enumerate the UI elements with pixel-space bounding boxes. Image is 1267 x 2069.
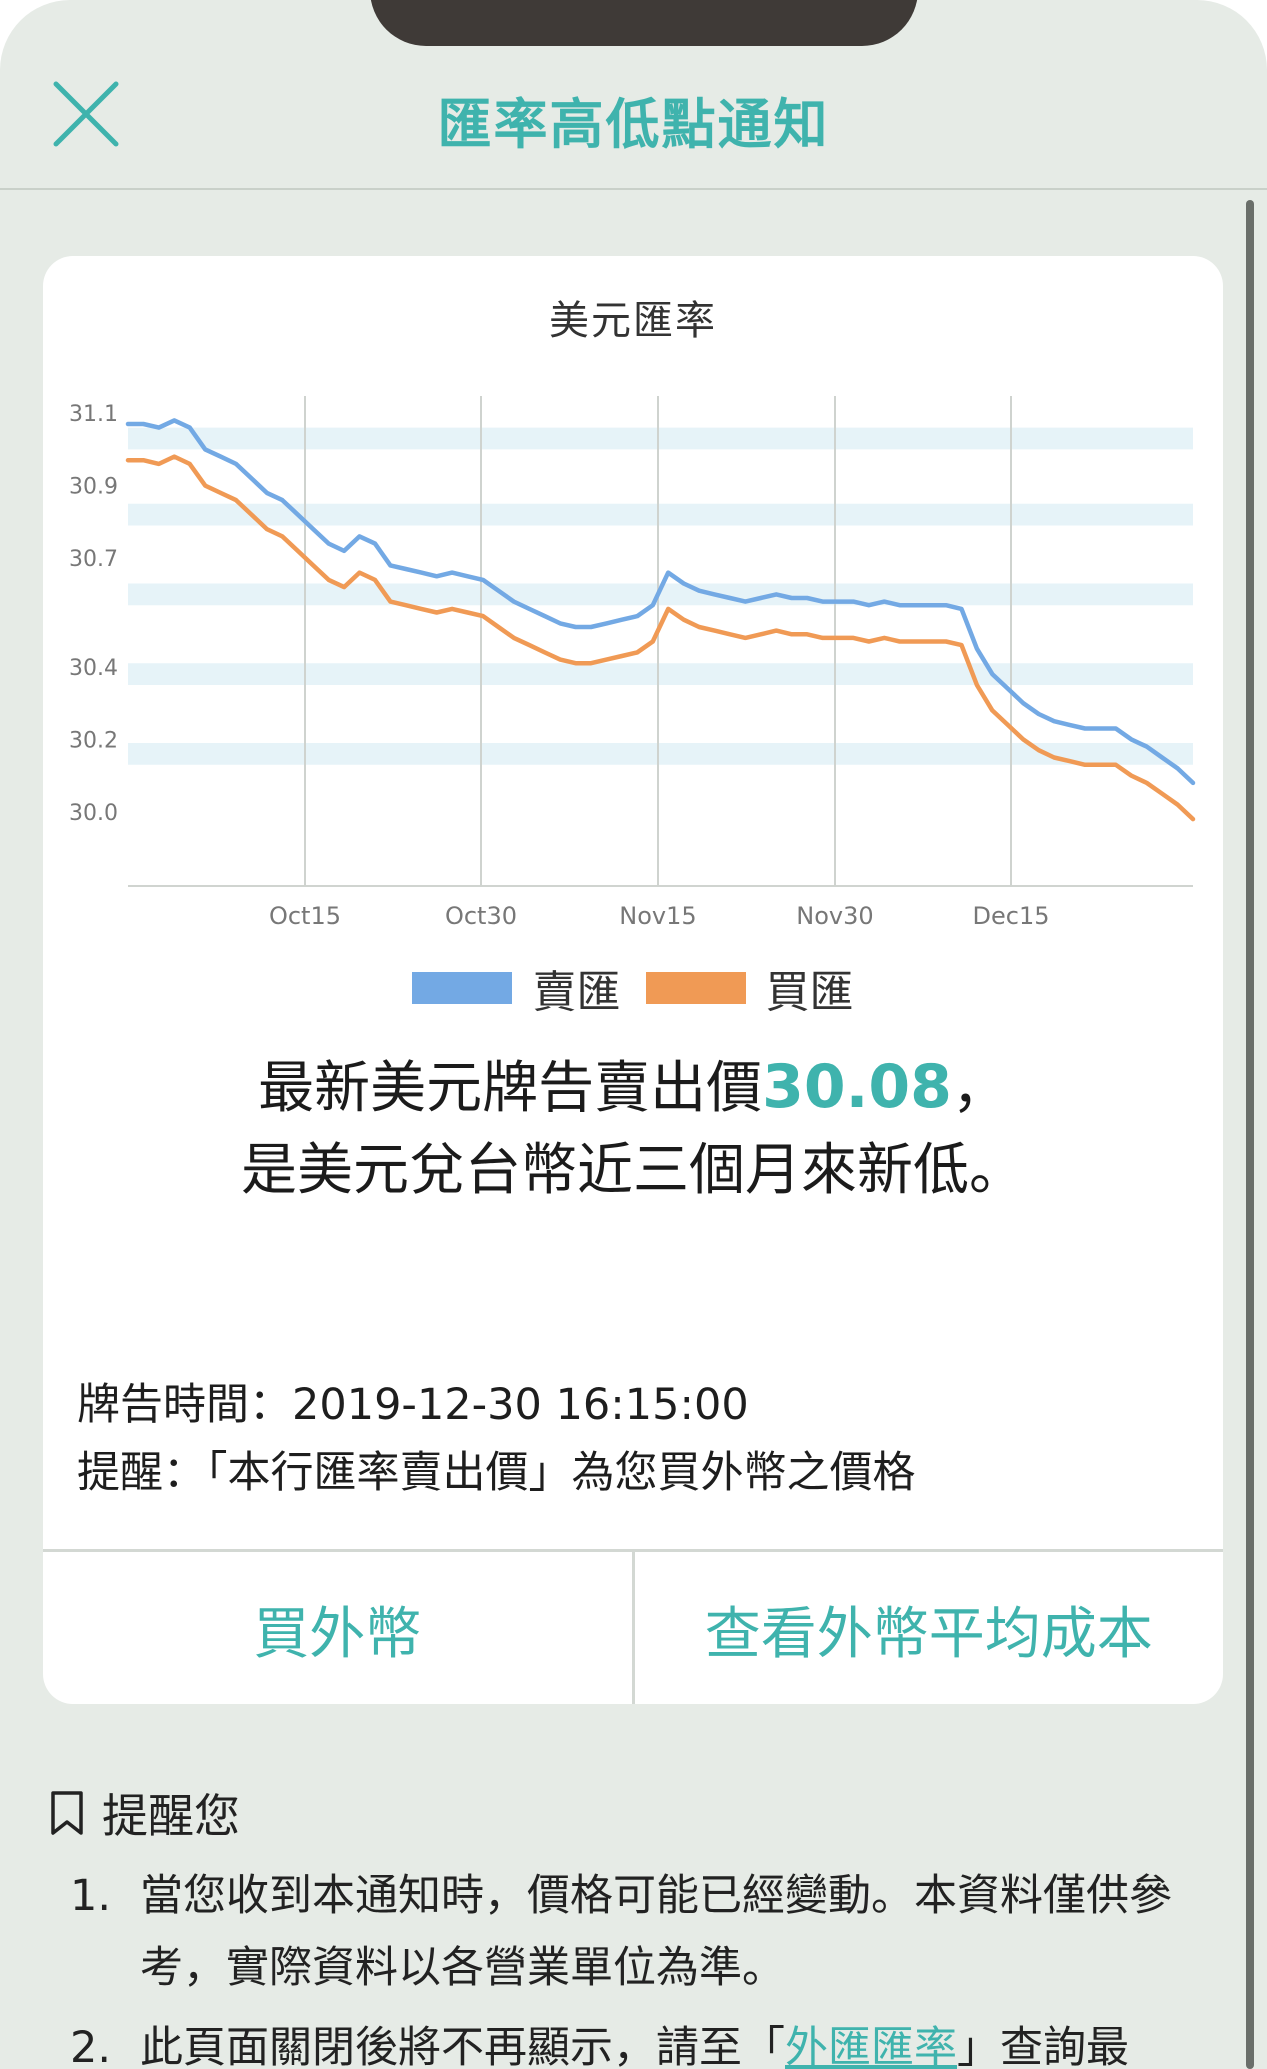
- x-tick-label: Dec15: [973, 902, 1050, 930]
- y-tick-label: 30.4: [69, 656, 118, 681]
- time-value: 2019-12-30 16:15:00: [292, 1380, 749, 1430]
- note-text-after: 」查詢最: [957, 2023, 1129, 2069]
- device-notch: [370, 0, 918, 46]
- note-text: 此頁面關閉後將不再顯示，請至「外匯匯率」查詢最: [140, 2012, 1230, 2069]
- chart-grid-band: [128, 743, 1193, 765]
- close-icon[interactable]: [50, 78, 122, 150]
- x-tick-label: Oct15: [269, 902, 341, 930]
- chart-legend: 賣匯 買匯: [43, 956, 1223, 1018]
- exchange-rate-link[interactable]: 外匯匯率: [785, 2023, 957, 2069]
- y-tick-label: 30.0: [69, 801, 118, 826]
- notes-list: 1. 當您收到本通知時，價格可能已經變動。本資料僅供參考，實際資料以各營業單位為…: [50, 1860, 1230, 2069]
- usd-rate-chart: Oct15 Oct30 Nov15 Nov30 Dec15 31.1 30.9 30.7 30.…: [69, 396, 1196, 930]
- notes-heading-label: 提醒您: [102, 1789, 240, 1843]
- latest-price: 30.08: [762, 1052, 952, 1122]
- x-tick-label: Nov30: [796, 902, 873, 930]
- notes-section: 提醒您 1. 當您收到本通知時，價格可能已經變動。本資料僅供參考，實際資料以各營…: [50, 1780, 1230, 2069]
- bookmark-icon: [51, 1791, 83, 1835]
- chart-title: 美元匯率: [549, 298, 717, 344]
- y-tick-label: 30.7: [69, 547, 118, 572]
- legend-item-buy: 買匯: [645, 956, 854, 1020]
- reminder-text: 「本行匯率賣出價」為您買外幣之價格: [206, 1448, 916, 1498]
- legend-swatch-sell: [412, 972, 513, 1004]
- notes-heading: 提醒您: [50, 1780, 1230, 1846]
- y-tick-label: 30.2: [69, 728, 118, 753]
- note-number: 1.: [70, 1871, 112, 1921]
- legend-item-sell: 賣匯: [412, 956, 620, 1020]
- message-comma: ，: [951, 1056, 1008, 1121]
- app-header: 匯率高低點通知: [0, 60, 1267, 190]
- rate-message: 最新美元牌告賣出價30.08， 是美元兌台幣近三個月來新低。: [43, 1046, 1223, 1212]
- page-title: 匯率高低點通知: [437, 93, 830, 156]
- view-average-cost-button[interactable]: 查看外幣平均成本: [631, 1552, 1224, 1704]
- note-text: 當您收到本通知時，價格可能已經變動。本資料僅供參考，實際資料以各營業單位為準。: [140, 1871, 1172, 1993]
- note-number: 2.: [70, 2023, 112, 2069]
- sell-rate-line: [125, 418, 1196, 786]
- x-tick-label: Oct30: [445, 902, 517, 930]
- y-tick-label: 31.1: [69, 402, 118, 427]
- x-tick-label: Nov15: [619, 902, 696, 930]
- chart-grid-band: [128, 583, 1193, 606]
- note-text-before: 此頁面關閉後將不再顯示，請至「: [140, 2023, 785, 2069]
- time-label: 牌告時間：: [77, 1380, 292, 1430]
- reminder-label: 提醒：: [77, 1448, 206, 1498]
- chart-grid-band: [128, 427, 1193, 450]
- buy-rate-line: [125, 454, 1196, 822]
- message-prefix: 最新美元牌告賣出價: [258, 1056, 763, 1121]
- note-item: 1. 當您收到本通知時，價格可能已經變動。本資料僅供參考，實際資料以各營業單位為…: [50, 1860, 1230, 2004]
- note-item: 2. 此頁面關閉後將不再顯示，請至「外匯匯率」查詢最: [50, 2012, 1230, 2069]
- rate-card: 美元匯率 Oct15 Oct30 Nov15 Nov30 Dec15 31.1 30.9 30…: [43, 256, 1223, 1704]
- info-block: 牌告時間：2019-12-30 16:15:00 提醒：「本行匯率賣出價」為您買…: [77, 1371, 916, 1507]
- legend-swatch-buy: [645, 972, 746, 1004]
- legend-label-buy: 買匯: [765, 967, 854, 1018]
- chart-grid-band: [128, 663, 1193, 685]
- scrollbar[interactable]: [1246, 200, 1254, 2069]
- chart-grid-band: [128, 503, 1193, 526]
- card-actions: 買外幣 查看外幣平均成本: [43, 1549, 1223, 1704]
- buy-foreign-currency-button[interactable]: 買外幣: [253, 1602, 422, 1667]
- y-tick-label: 30.9: [69, 475, 118, 500]
- legend-label-sell: 賣匯: [532, 967, 621, 1018]
- message-line-2: 是美元兌台幣近三個月來新低。: [241, 1138, 1025, 1203]
